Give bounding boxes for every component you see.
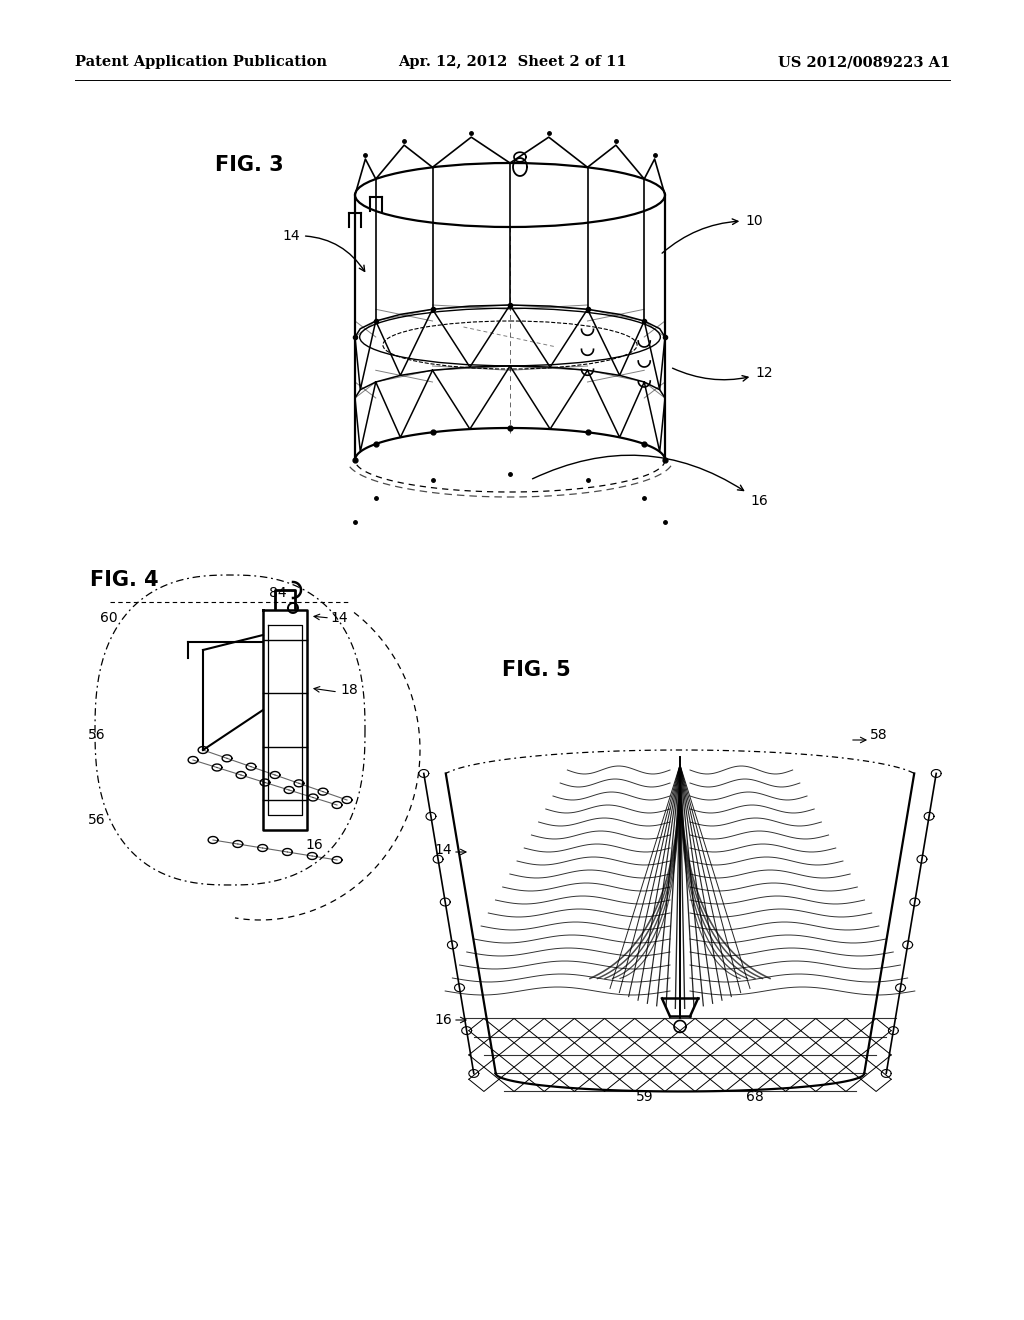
Text: 16: 16 bbox=[434, 1012, 452, 1027]
Text: 56: 56 bbox=[88, 813, 105, 828]
Text: 14: 14 bbox=[283, 228, 365, 272]
Text: Patent Application Publication: Patent Application Publication bbox=[75, 55, 327, 69]
Text: 60: 60 bbox=[100, 611, 118, 624]
Text: 68: 68 bbox=[746, 1090, 764, 1104]
Text: 18: 18 bbox=[340, 682, 357, 697]
Text: 12: 12 bbox=[673, 366, 773, 381]
Text: 58: 58 bbox=[870, 729, 888, 742]
Text: 59: 59 bbox=[636, 1090, 653, 1104]
Text: 10: 10 bbox=[663, 214, 763, 253]
Text: FIG. 3: FIG. 3 bbox=[215, 154, 284, 176]
Text: FIG. 4: FIG. 4 bbox=[90, 570, 159, 590]
Text: 14: 14 bbox=[330, 611, 347, 624]
Text: 84: 84 bbox=[269, 586, 287, 601]
Text: 16: 16 bbox=[305, 838, 323, 851]
Text: 14: 14 bbox=[434, 843, 452, 857]
Text: 56: 56 bbox=[88, 729, 105, 742]
Text: FIG. 5: FIG. 5 bbox=[502, 660, 570, 680]
Text: 16: 16 bbox=[532, 455, 768, 508]
Text: US 2012/0089223 A1: US 2012/0089223 A1 bbox=[778, 55, 950, 69]
Text: Apr. 12, 2012  Sheet 2 of 11: Apr. 12, 2012 Sheet 2 of 11 bbox=[397, 55, 627, 69]
